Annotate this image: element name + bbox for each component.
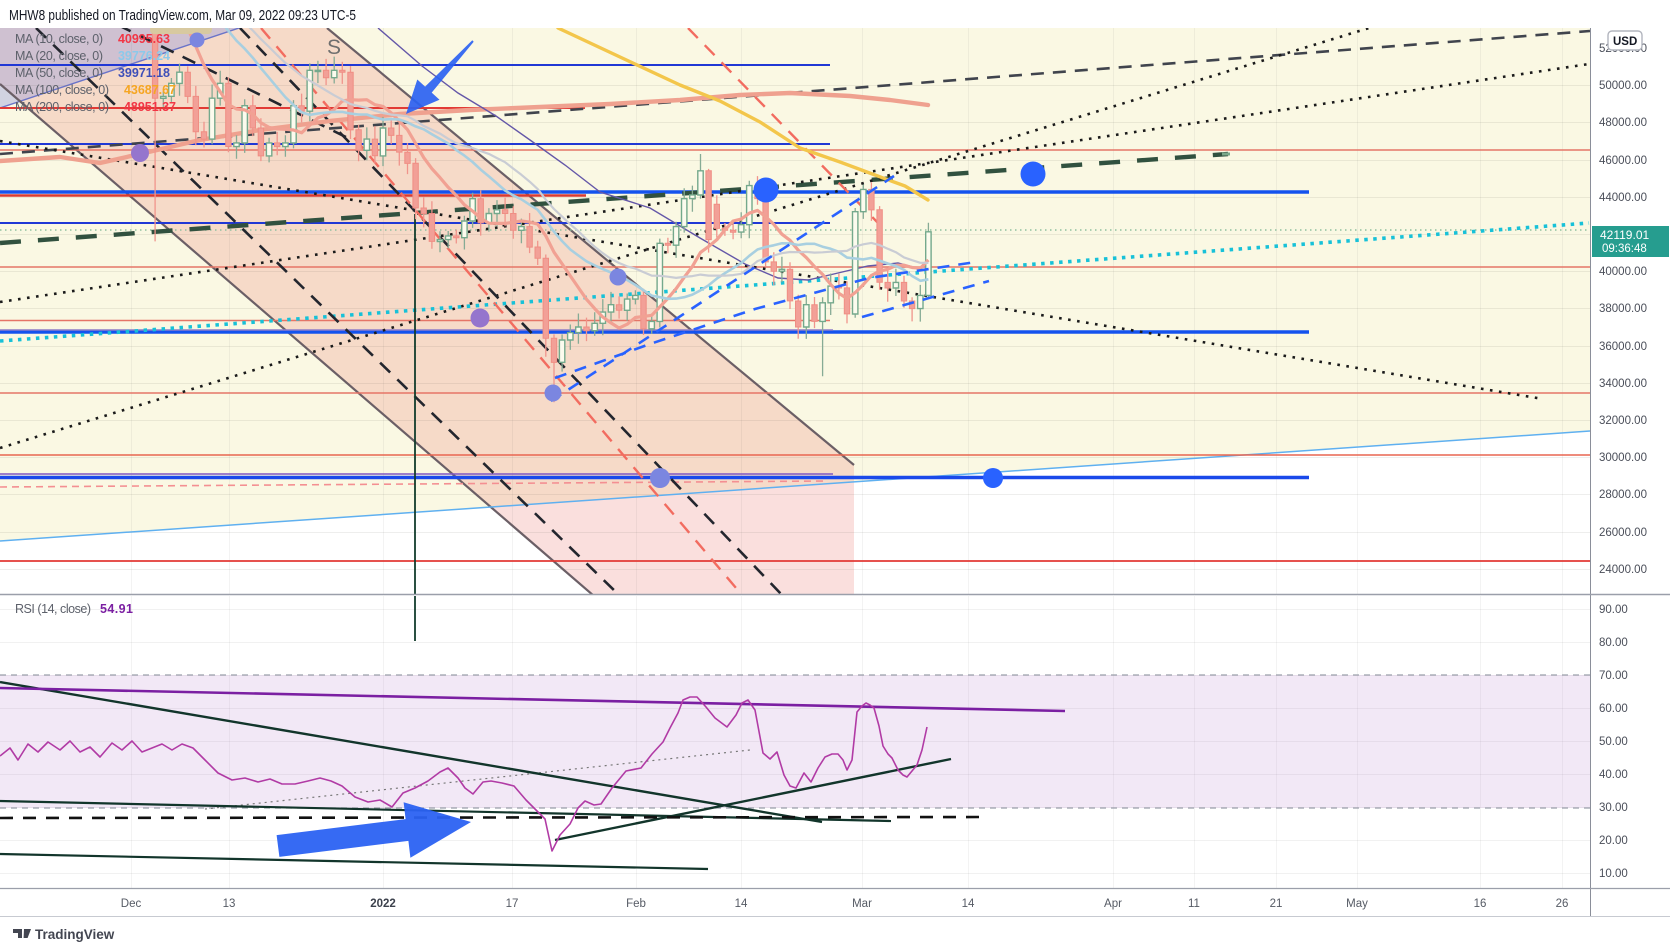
svg-text:40995.63: 40995.63 <box>118 32 170 46</box>
svg-text:90.00: 90.00 <box>1599 604 1628 616</box>
svg-text:60.00: 60.00 <box>1599 703 1628 715</box>
svg-text:S: S <box>327 36 341 59</box>
svg-text:28000.00: 28000.00 <box>1599 489 1647 501</box>
svg-text:24000.00: 24000.00 <box>1599 564 1647 576</box>
svg-text:USD: USD <box>1613 36 1637 48</box>
svg-text:09:36:48: 09:36:48 <box>1602 243 1647 255</box>
svg-text:34000.00: 34000.00 <box>1599 378 1647 390</box>
svg-text:Feb: Feb <box>626 898 646 910</box>
svg-text:13: 13 <box>223 898 236 910</box>
svg-text:11: 11 <box>1188 898 1200 910</box>
svg-text:26: 26 <box>1556 898 1569 910</box>
svg-text:39776.24: 39776.24 <box>118 49 170 63</box>
svg-text:30.00: 30.00 <box>1599 802 1628 814</box>
svg-text:42119.01: 42119.01 <box>1600 228 1649 242</box>
svg-text:39971.18: 39971.18 <box>118 66 170 80</box>
svg-text:MA (200, close, 0): MA (200, close, 0) <box>15 100 109 114</box>
svg-text:May: May <box>1346 898 1368 910</box>
svg-text:Mar: Mar <box>852 898 872 910</box>
svg-text:16: 16 <box>1474 898 1487 910</box>
svg-text:44000.00: 44000.00 <box>1599 192 1647 204</box>
svg-text:MA (50, close, 0): MA (50, close, 0) <box>15 66 103 80</box>
svg-text:17: 17 <box>506 898 519 910</box>
svg-text:Apr: Apr <box>1104 898 1122 910</box>
svg-text:54.91: 54.91 <box>100 602 133 616</box>
svg-text:TradingView: TradingView <box>35 927 115 942</box>
svg-text:50.00: 50.00 <box>1599 736 1628 748</box>
svg-text:43687.67: 43687.67 <box>124 83 176 97</box>
svg-text:32000.00: 32000.00 <box>1599 415 1647 427</box>
svg-text:Dec: Dec <box>121 898 142 910</box>
svg-text:MA (10, close, 0): MA (10, close, 0) <box>15 32 103 46</box>
svg-text:36000.00: 36000.00 <box>1599 341 1647 353</box>
svg-text:MHW8 published on TradingView.: MHW8 published on TradingView.com, Mar 0… <box>9 7 356 24</box>
svg-text:40.00: 40.00 <box>1599 769 1628 781</box>
svg-text:14: 14 <box>962 898 975 910</box>
svg-text:30000.00: 30000.00 <box>1599 452 1647 464</box>
svg-text:48000.00: 48000.00 <box>1599 117 1647 129</box>
svg-text:80.00: 80.00 <box>1599 637 1628 649</box>
svg-text:RSI (14, close): RSI (14, close) <box>15 602 91 616</box>
svg-text:MA (100, close, 0): MA (100, close, 0) <box>15 83 109 97</box>
svg-text:40000.00: 40000.00 <box>1599 266 1647 278</box>
svg-text:50000.00: 50000.00 <box>1599 80 1647 92</box>
svg-text:10.00: 10.00 <box>1599 868 1628 880</box>
svg-text:70.00: 70.00 <box>1599 670 1628 682</box>
svg-text:38000.00: 38000.00 <box>1599 303 1647 315</box>
svg-text:48951.37: 48951.37 <box>124 100 176 114</box>
svg-text:MA (20, close, 0): MA (20, close, 0) <box>15 49 103 63</box>
svg-text:20.00: 20.00 <box>1599 835 1628 847</box>
svg-text:26000.00: 26000.00 <box>1599 527 1647 539</box>
svg-text:2022: 2022 <box>370 898 396 910</box>
svg-text:14: 14 <box>735 898 748 910</box>
svg-text:46000.00: 46000.00 <box>1599 155 1647 167</box>
svg-text:21: 21 <box>1270 898 1283 910</box>
